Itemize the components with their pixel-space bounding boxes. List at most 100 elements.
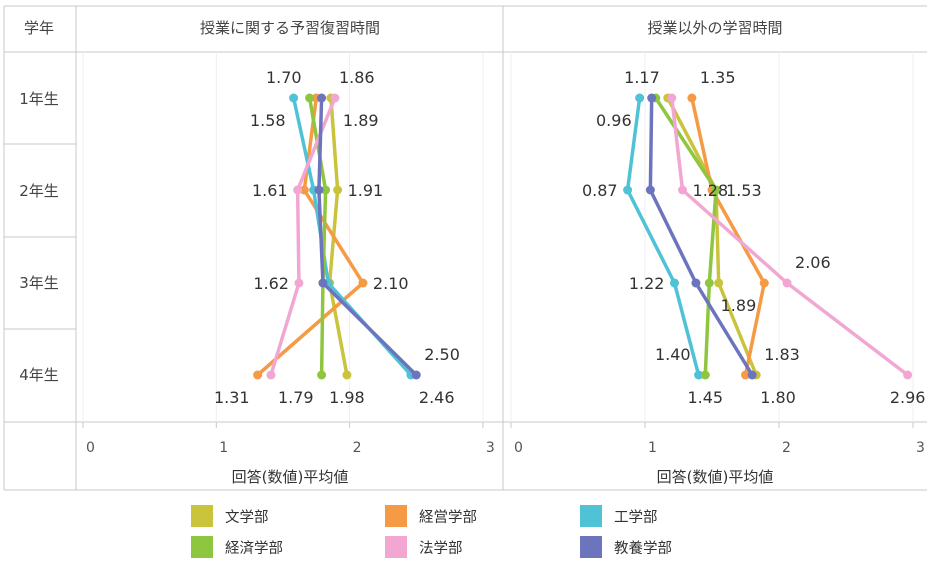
panel-1-series-4-point-2 [321, 185, 331, 195]
panel-2-series-6-point-3 [691, 278, 701, 288]
panel-2-series-1-point-3 [714, 278, 724, 288]
panel-2-data-label-12: 1.45 [687, 388, 723, 407]
panel-2-series-2-point-3 [759, 278, 769, 288]
panel-2-series-6-point-4 [747, 370, 757, 380]
panel-1-series-2-point-3 [358, 278, 368, 288]
panel-2-data-label-9: 1.89 [721, 296, 757, 315]
panel-2-data-label-10: 1.40 [655, 345, 691, 364]
panel-1-series-6-point-3 [318, 278, 328, 288]
panel-2-series-3-point-3 [669, 278, 679, 288]
panel-2-tick-label-2: 2 [782, 440, 791, 456]
panel-1-plot: 0 1 2 3 1.70 1.86 1.58 1.89 1.61 1.91 1.62 2.10 2.50… [82, 52, 495, 456]
panel-1-data-label-8: 2.10 [373, 274, 409, 293]
panel-2-series-4-point-3 [704, 278, 714, 288]
panel-1-series-line-5 [269, 96, 337, 377]
panel-2-x-axis-title: 回答(数値)平均値 [657, 468, 774, 486]
panel-1-series-5-point-2 [293, 185, 303, 195]
legend-label-3: 工学部 [614, 509, 658, 526]
panel-2-data-label-14: 2.96 [890, 388, 926, 407]
panel-2-series-4-point-2 [711, 185, 721, 195]
panel-1-series-4-point-1 [305, 93, 315, 103]
legend-swatch-6 [580, 536, 602, 558]
panel-2-series-line-3 [625, 96, 701, 377]
panel-2-series-5-point-2 [678, 185, 688, 195]
legend-label-5: 法学部 [419, 540, 463, 557]
panel-1-data-label-1: 1.70 [266, 68, 302, 87]
row-label-4: 4年生 [19, 366, 59, 384]
legend-swatch-4 [191, 536, 213, 558]
row-label-3: 3年生 [19, 274, 59, 292]
panel-2-tick-label-1: 1 [648, 440, 657, 456]
panel-1-data-label-7: 1.62 [253, 274, 289, 293]
panel-1-data-label-2: 1.86 [339, 68, 375, 87]
panel-2-series-line-5 [670, 96, 910, 377]
panel-1-x-axis-title: 回答(数値)平均値 [232, 468, 349, 486]
panel-1-tick-label-1: 1 [219, 440, 228, 456]
panel-1-data-label-10: 1.31 [214, 388, 250, 407]
panel-2-data-label-7: 2.06 [795, 253, 831, 272]
panel-1-data-label-12: 1.98 [329, 388, 365, 407]
panel-2-tick-label-3: 3 [916, 440, 925, 456]
panel-2-data-label-6: 1.53 [726, 181, 762, 200]
panel-1-data-label-4: 1.89 [343, 111, 379, 130]
panel-1-series-6-point-1 [317, 93, 327, 103]
panel-2-series-3-point-2 [623, 185, 633, 195]
panel-2-data-label-8: 1.22 [629, 274, 665, 293]
panel-1-data-label-9: 2.50 [424, 345, 460, 364]
row-label-2: 2年生 [19, 182, 59, 200]
panel-2-series-line-1 [666, 96, 758, 377]
panel-1-series-5-point-3 [294, 278, 304, 288]
legend-label-1: 文学部 [225, 509, 269, 526]
panel-1-series-1-point-2 [333, 185, 343, 195]
legend-swatch-2 [385, 505, 407, 527]
panel-2-series-6-point-1 [647, 93, 657, 103]
panel-2-series-4-point-4 [700, 370, 710, 380]
panel-1-data-label-6: 1.91 [348, 181, 384, 200]
panel-2-tick-label-0: 0 [514, 440, 523, 456]
panel-1-tick-label-2: 2 [353, 440, 362, 456]
panel-1-data-label-13: 2.46 [419, 388, 455, 407]
panel-2-series-6-point-2 [645, 185, 655, 195]
legend-label-4: 経済学部 [225, 540, 283, 557]
panel-1-title: 授業に関する予習復習時間 [200, 19, 380, 37]
panel-2-title: 授業以外の学習時間 [647, 19, 782, 37]
panel-2-series-line-2 [690, 96, 767, 377]
panel-1-tick-label-0: 0 [86, 440, 95, 456]
corner-label: 学年 [24, 19, 54, 37]
table-frame [3, 5, 927, 491]
legend-label-2: 経営学部 [419, 509, 477, 526]
legend-swatch-3 [580, 505, 602, 527]
panel-1-series-1-point-4 [342, 370, 352, 380]
panel-2-data-label-3: 0.96 [596, 111, 632, 130]
panel-1-tick-label-3: 3 [486, 440, 495, 456]
panel-1-data-label-11: 1.79 [278, 388, 314, 407]
panel-2-series-5-point-1 [667, 93, 677, 103]
panel-2-series-5-point-4 [903, 370, 913, 380]
panel-2-series-2-point-1 [687, 93, 697, 103]
panel-2-series-3-point-4 [694, 370, 704, 380]
panel-1-series-6-point-4 [411, 370, 421, 380]
panel-1-series-2-point-4 [253, 370, 263, 380]
plot-area: 0 1 2 3 1.70 1.86 1.58 1.89 1.61 1.91 1.62 2.10 2.50… [82, 52, 926, 456]
panel-2-series-2-point-4 [741, 370, 750, 380]
legend-swatch-5 [385, 536, 407, 558]
panel-2-series-line-6 [648, 96, 754, 377]
row-label-1: 1年生 [19, 90, 59, 108]
panel-2-series-line-4 [653, 96, 718, 377]
legend-label-6: 教養学部 [614, 539, 672, 557]
panel-2-series-3-point-1 [635, 93, 645, 103]
panel-1-series-5-point-4 [266, 370, 276, 380]
panel-1-data-label-5: 1.61 [252, 181, 288, 200]
panel-1-series-3-point-1 [289, 93, 299, 103]
panel-2-series-5-point-3 [782, 278, 792, 288]
panel-1-data-label-3: 1.58 [250, 111, 286, 130]
panel-2-data-label-1: 1.17 [624, 68, 660, 87]
panel-2-data-label-13: 1.80 [760, 388, 796, 407]
panel-1-series-2-point-2 [299, 185, 309, 195]
panel-2-data-label-11: 1.83 [764, 345, 800, 364]
panel-2-plot: 0 1 2 3 1.17 1.35 0.96 0.87 1.281.53 2.06 1.22 1.89… [510, 52, 926, 456]
panel-1-series-6-point-2 [314, 185, 324, 195]
